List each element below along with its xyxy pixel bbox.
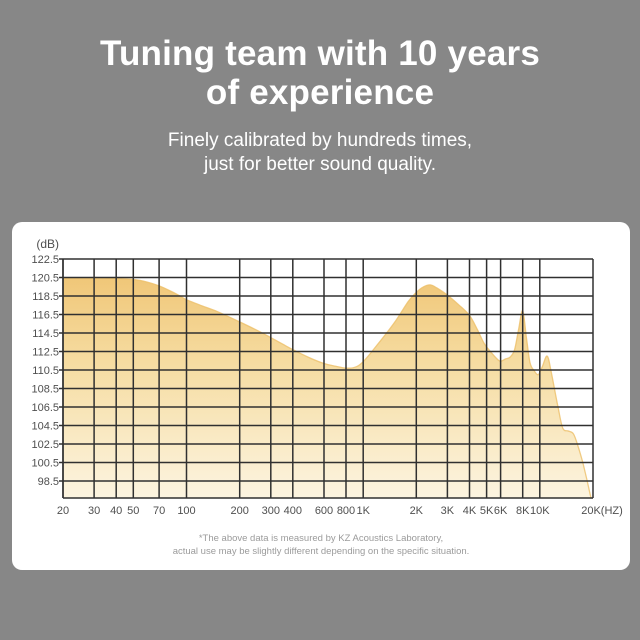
x-axis-tick-label: 400 [284,505,302,517]
x-axis-tick-label: 20K(HZ) [581,505,623,517]
grid [59,258,594,499]
page-subtitle: Finely calibrated by hundreds times, jus… [0,129,640,177]
y-axis-unit-label: (dB) [36,237,59,251]
y-axis-tick-label: 118.5 [32,291,59,303]
page-title: Tuning team with 10 years of experience [0,34,640,112]
y-axis-tick-label: 98.5 [38,476,59,488]
x-axis-tick-label: 200 [231,505,249,517]
x-axis-tick-label: 20 [57,505,69,517]
x-axis-tick-label: 40 [110,505,122,517]
frequency-response-chart: (dB) 122.5 120.5 118.5 116.5 114.5 112.5 110.5 1… [31,237,622,517]
y-axis-tick-label: 102.5 [31,439,59,451]
x-axis-tick-label: 5K [480,505,494,517]
y-axis-tick-label: 122.5 [31,254,59,266]
x-axis-tick-label: 1K [356,505,370,517]
header: Tuning team with 10 years of experience … [0,0,640,177]
x-axis-tick-label: 800 [337,505,355,517]
x-axis-tick-label: 10K [530,505,550,517]
footer-note-line2: actual use may be slightly different dep… [172,546,470,557]
page-subtitle-line1: Finely calibrated by hundreds times, [167,130,473,151]
footer-note: *The above data is measured by KZ Acoust… [12,532,630,558]
axis-labels: (dB) 122.5 120.5 118.5 116.5 114.5 112.5 110.5 1… [31,237,622,517]
x-axis-tick-label: 8K [516,505,530,517]
y-axis-tick-label: 106.5 [31,402,59,414]
x-axis-tick-label: 300 [262,505,280,517]
x-axis-tick-label: 70 [153,505,165,517]
y-axis-tick-label: 114.5 [32,328,59,340]
x-axis-tick-label: 100 [177,505,195,517]
x-axis-tick-label: 2K [410,505,424,517]
x-axis-tick-label: 600 [315,505,333,517]
page-title-line1: Tuning team with 10 years [99,34,541,73]
y-axis-tick-label: 112.5 [32,347,59,359]
response-curve [62,276,593,499]
y-axis-tick-label: 100.5 [31,458,59,470]
chart-card: (dB) 122.5 120.5 118.5 116.5 114.5 112.5 110.5 1… [12,222,630,570]
x-axis-tick-label: 50 [127,505,139,517]
y-axis-tick-label: 110.5 [32,365,59,377]
y-axis-tick-label: 108.5 [31,384,59,396]
x-axis-tick-label: 4K [463,505,477,517]
x-axis-tick-label: 6K [494,505,508,517]
page-subtitle-line2: just for better sound quality. [204,154,436,175]
y-axis-tick-label: 120.5 [31,273,59,285]
x-axis-tick-label: 3K [441,505,455,517]
x-axis-tick-label: 30 [88,505,100,517]
footer-note-line1: *The above data is measured by KZ Acoust… [198,533,444,544]
y-axis-tick-label: 116.5 [32,310,59,322]
page-title-line2: of experience [205,73,435,112]
y-axis-tick-label: 104.5 [31,421,59,433]
